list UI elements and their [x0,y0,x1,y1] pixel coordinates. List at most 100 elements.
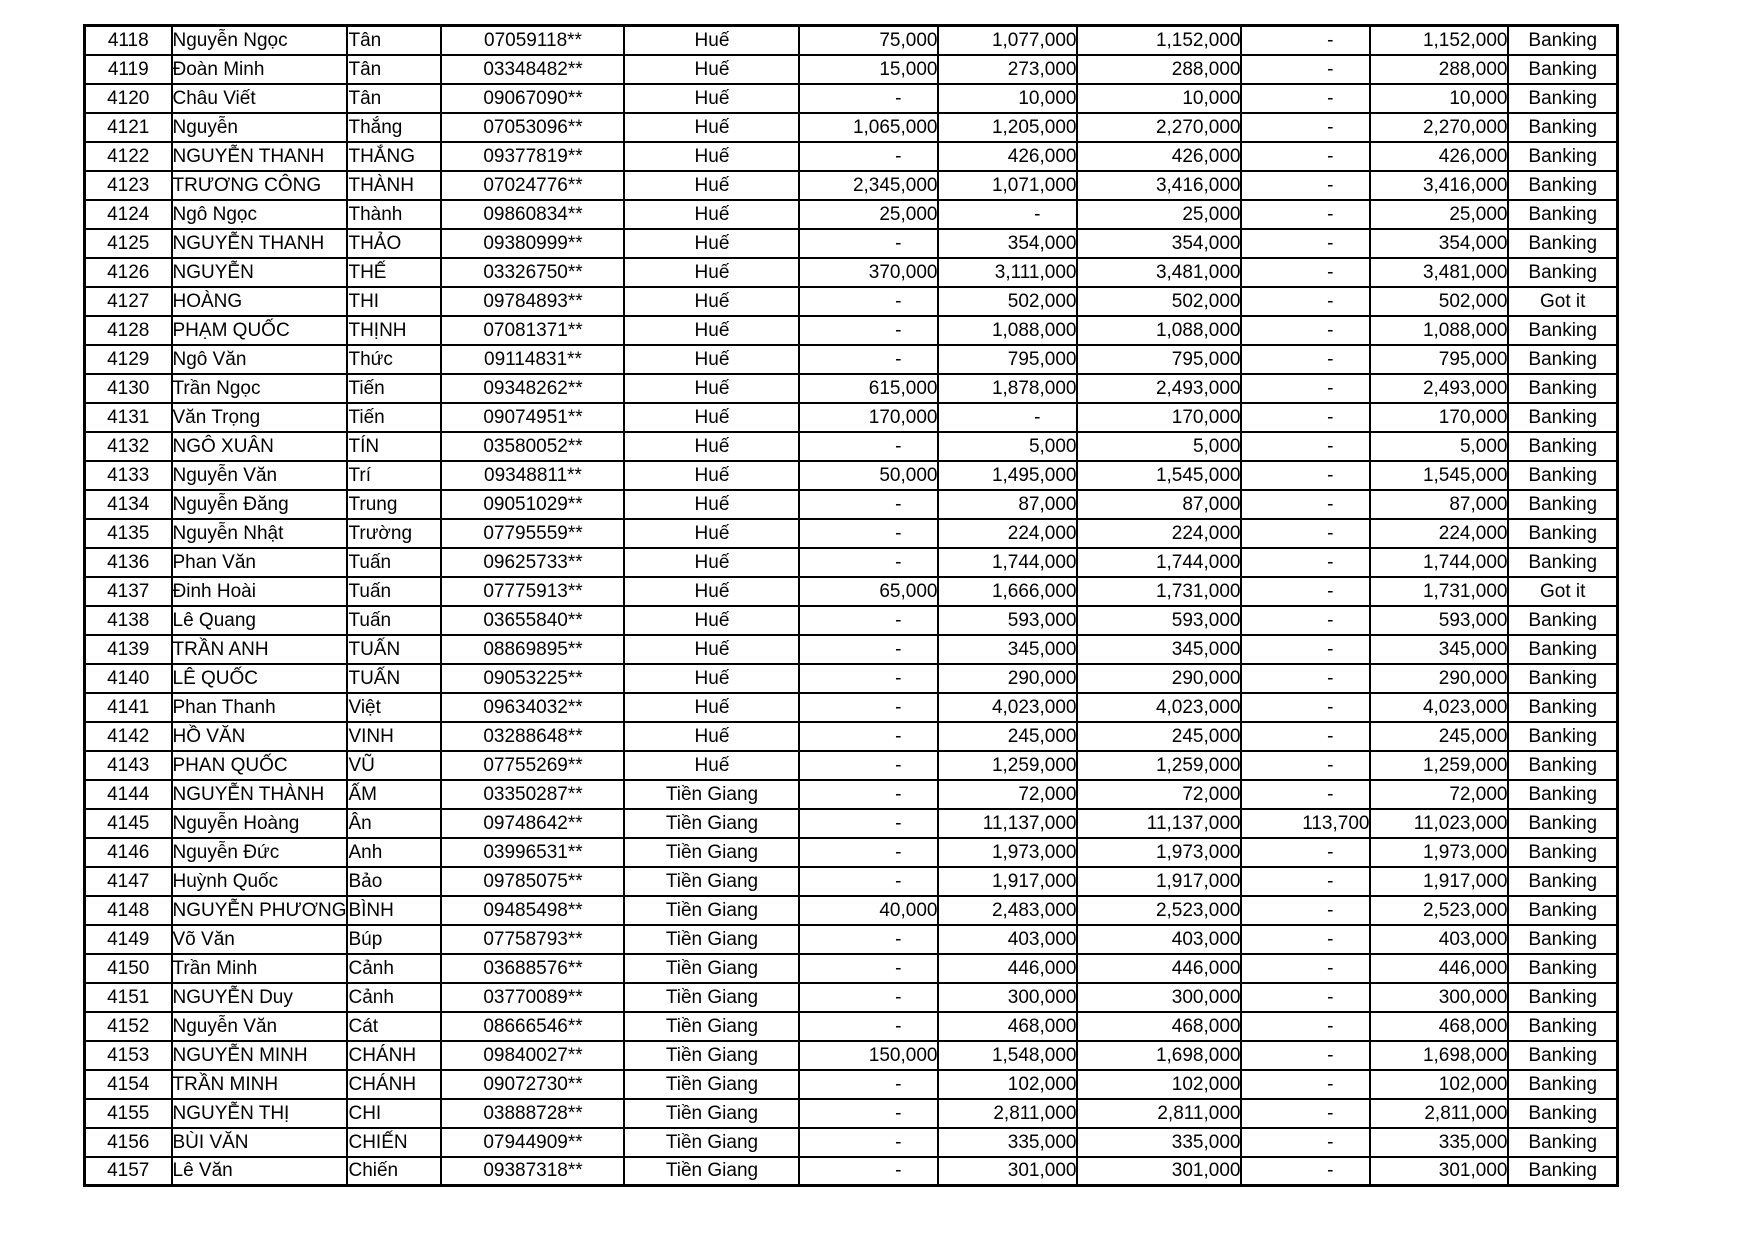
cell-last-name[interactable]: TUẤN [346,662,443,694]
cell-status[interactable]: Banking [1507,952,1619,984]
cell-id[interactable]: 4137 [83,575,173,607]
cell-last-name[interactable]: Tân [346,53,443,85]
cell-city[interactable]: Huế [623,459,801,491]
cell-first-name[interactable]: Trần Minh [170,952,349,984]
cell-id[interactable]: 4140 [83,662,173,694]
cell-total[interactable]: 87,000 [1076,488,1243,520]
cell-deduction[interactable]: 113,700 [1240,807,1372,839]
cell-city[interactable]: Huế [623,82,801,114]
cell-amount-1[interactable]: - [798,1126,940,1158]
cell-id[interactable]: 4125 [83,227,173,259]
cell-status[interactable]: Banking [1507,343,1619,375]
cell-amount-1[interactable]: - [798,285,940,317]
cell-amount-1[interactable]: - [798,691,940,723]
cell-amount-2[interactable]: 426,000 [937,140,1079,172]
cell-phone[interactable]: 09485498** [440,894,626,926]
cell-amount-1[interactable]: - [798,140,940,172]
cell-amount-2[interactable]: 290,000 [937,662,1079,694]
cell-first-name[interactable]: Nguyễn Nhật [170,517,349,549]
cell-phone[interactable]: 09053225** [440,662,626,694]
cell-total[interactable]: 426,000 [1076,140,1243,172]
cell-last-name[interactable]: THI [346,285,443,317]
cell-amount-1[interactable]: 2,345,000 [798,169,940,201]
cell-phone[interactable]: 09380999** [440,227,626,259]
cell-amount-2[interactable]: 795,000 [937,343,1079,375]
cell-id[interactable]: 4127 [83,285,173,317]
cell-id[interactable]: 4123 [83,169,173,201]
cell-first-name[interactable]: Ngô Ngọc [170,198,349,230]
cell-deduction[interactable]: - [1240,778,1372,810]
cell-id[interactable]: 4142 [83,720,173,752]
cell-total[interactable]: 290,000 [1076,662,1243,694]
cell-deduction[interactable]: - [1240,1126,1372,1158]
cell-city[interactable]: Huế [623,111,801,143]
cell-first-name[interactable]: Phan Văn [170,546,349,578]
cell-amount-1[interactable]: - [798,952,940,984]
cell-last-name[interactable]: Thắng [346,111,443,143]
cell-phone[interactable]: 09785075** [440,865,626,897]
cell-id[interactable]: 4130 [83,372,173,404]
cell-first-name[interactable]: Phan Thanh [170,691,349,723]
cell-deduction[interactable]: - [1240,981,1372,1013]
cell-final-amount[interactable]: 72,000 [1369,778,1510,810]
cell-city[interactable]: Huế [623,372,801,404]
cell-phone[interactable]: 09348262** [440,372,626,404]
cell-id[interactable]: 4141 [83,691,173,723]
cell-id[interactable]: 4145 [83,807,173,839]
cell-id[interactable]: 4121 [83,111,173,143]
cell-first-name[interactable]: NGUYỄN THANH [170,227,349,259]
cell-first-name[interactable]: NGUYỄN PHƯƠNG [170,894,349,926]
cell-status[interactable]: Banking [1507,82,1619,114]
cell-city[interactable]: Huế [623,430,801,462]
cell-amount-2[interactable]: 1,495,000 [937,459,1079,491]
cell-deduction[interactable]: - [1240,53,1372,85]
cell-amount-1[interactable]: - [798,662,940,694]
cell-amount-1[interactable]: - [798,720,940,752]
cell-id[interactable]: 4122 [83,140,173,172]
cell-city[interactable]: Huế [623,256,801,288]
cell-phone[interactable]: 09377819** [440,140,626,172]
cell-total[interactable]: 345,000 [1076,633,1243,665]
cell-last-name[interactable]: TÍN [346,430,443,462]
cell-city[interactable]: Tiền Giang [623,1039,801,1071]
cell-phone[interactable]: 03888728** [440,1097,626,1129]
cell-phone[interactable]: 09625733** [440,546,626,578]
cell-city[interactable]: Tiền Giang [623,1068,801,1100]
cell-total[interactable]: 2,811,000 [1076,1097,1243,1129]
cell-last-name[interactable]: Trung [346,488,443,520]
cell-deduction[interactable]: - [1240,372,1372,404]
cell-phone[interactable]: 09067090** [440,82,626,114]
cell-total[interactable]: 11,137,000 [1076,807,1243,839]
cell-phone[interactable]: 09072730** [440,1068,626,1100]
cell-city[interactable]: Tiền Giang [623,1010,801,1042]
cell-id[interactable]: 4119 [83,53,173,85]
cell-id[interactable]: 4132 [83,430,173,462]
cell-status[interactable]: Banking [1507,256,1619,288]
cell-city[interactable]: Huế [623,343,801,375]
cell-last-name[interactable]: Cảnh [346,952,443,984]
cell-amount-2[interactable]: 72,000 [937,778,1079,810]
cell-amount-2[interactable]: 4,023,000 [937,691,1079,723]
cell-last-name[interactable]: Anh [346,836,443,868]
cell-total[interactable]: 2,523,000 [1076,894,1243,926]
cell-last-name[interactable]: THẮNG [346,140,443,172]
cell-amount-2[interactable]: 1,088,000 [937,314,1079,346]
cell-status[interactable]: Banking [1507,604,1619,636]
cell-final-amount[interactable]: 170,000 [1369,401,1510,433]
cell-city[interactable]: Huế [623,720,801,752]
cell-final-amount[interactable]: 1,088,000 [1369,314,1510,346]
cell-first-name[interactable]: Văn Trọng [170,401,349,433]
cell-total[interactable]: 354,000 [1076,227,1243,259]
cell-deduction[interactable]: - [1240,285,1372,317]
cell-phone[interactable]: 08869895** [440,633,626,665]
cell-deduction[interactable]: - [1240,488,1372,520]
cell-deduction[interactable]: - [1240,169,1372,201]
cell-deduction[interactable]: - [1240,82,1372,114]
cell-deduction[interactable]: - [1240,691,1372,723]
cell-status[interactable]: Banking [1507,169,1619,201]
cell-phone[interactable]: 03996531** [440,836,626,868]
cell-amount-2[interactable]: 10,000 [937,82,1079,114]
cell-amount-1[interactable]: - [798,546,940,578]
cell-phone[interactable]: 03770089** [440,981,626,1013]
cell-deduction[interactable]: - [1240,749,1372,781]
